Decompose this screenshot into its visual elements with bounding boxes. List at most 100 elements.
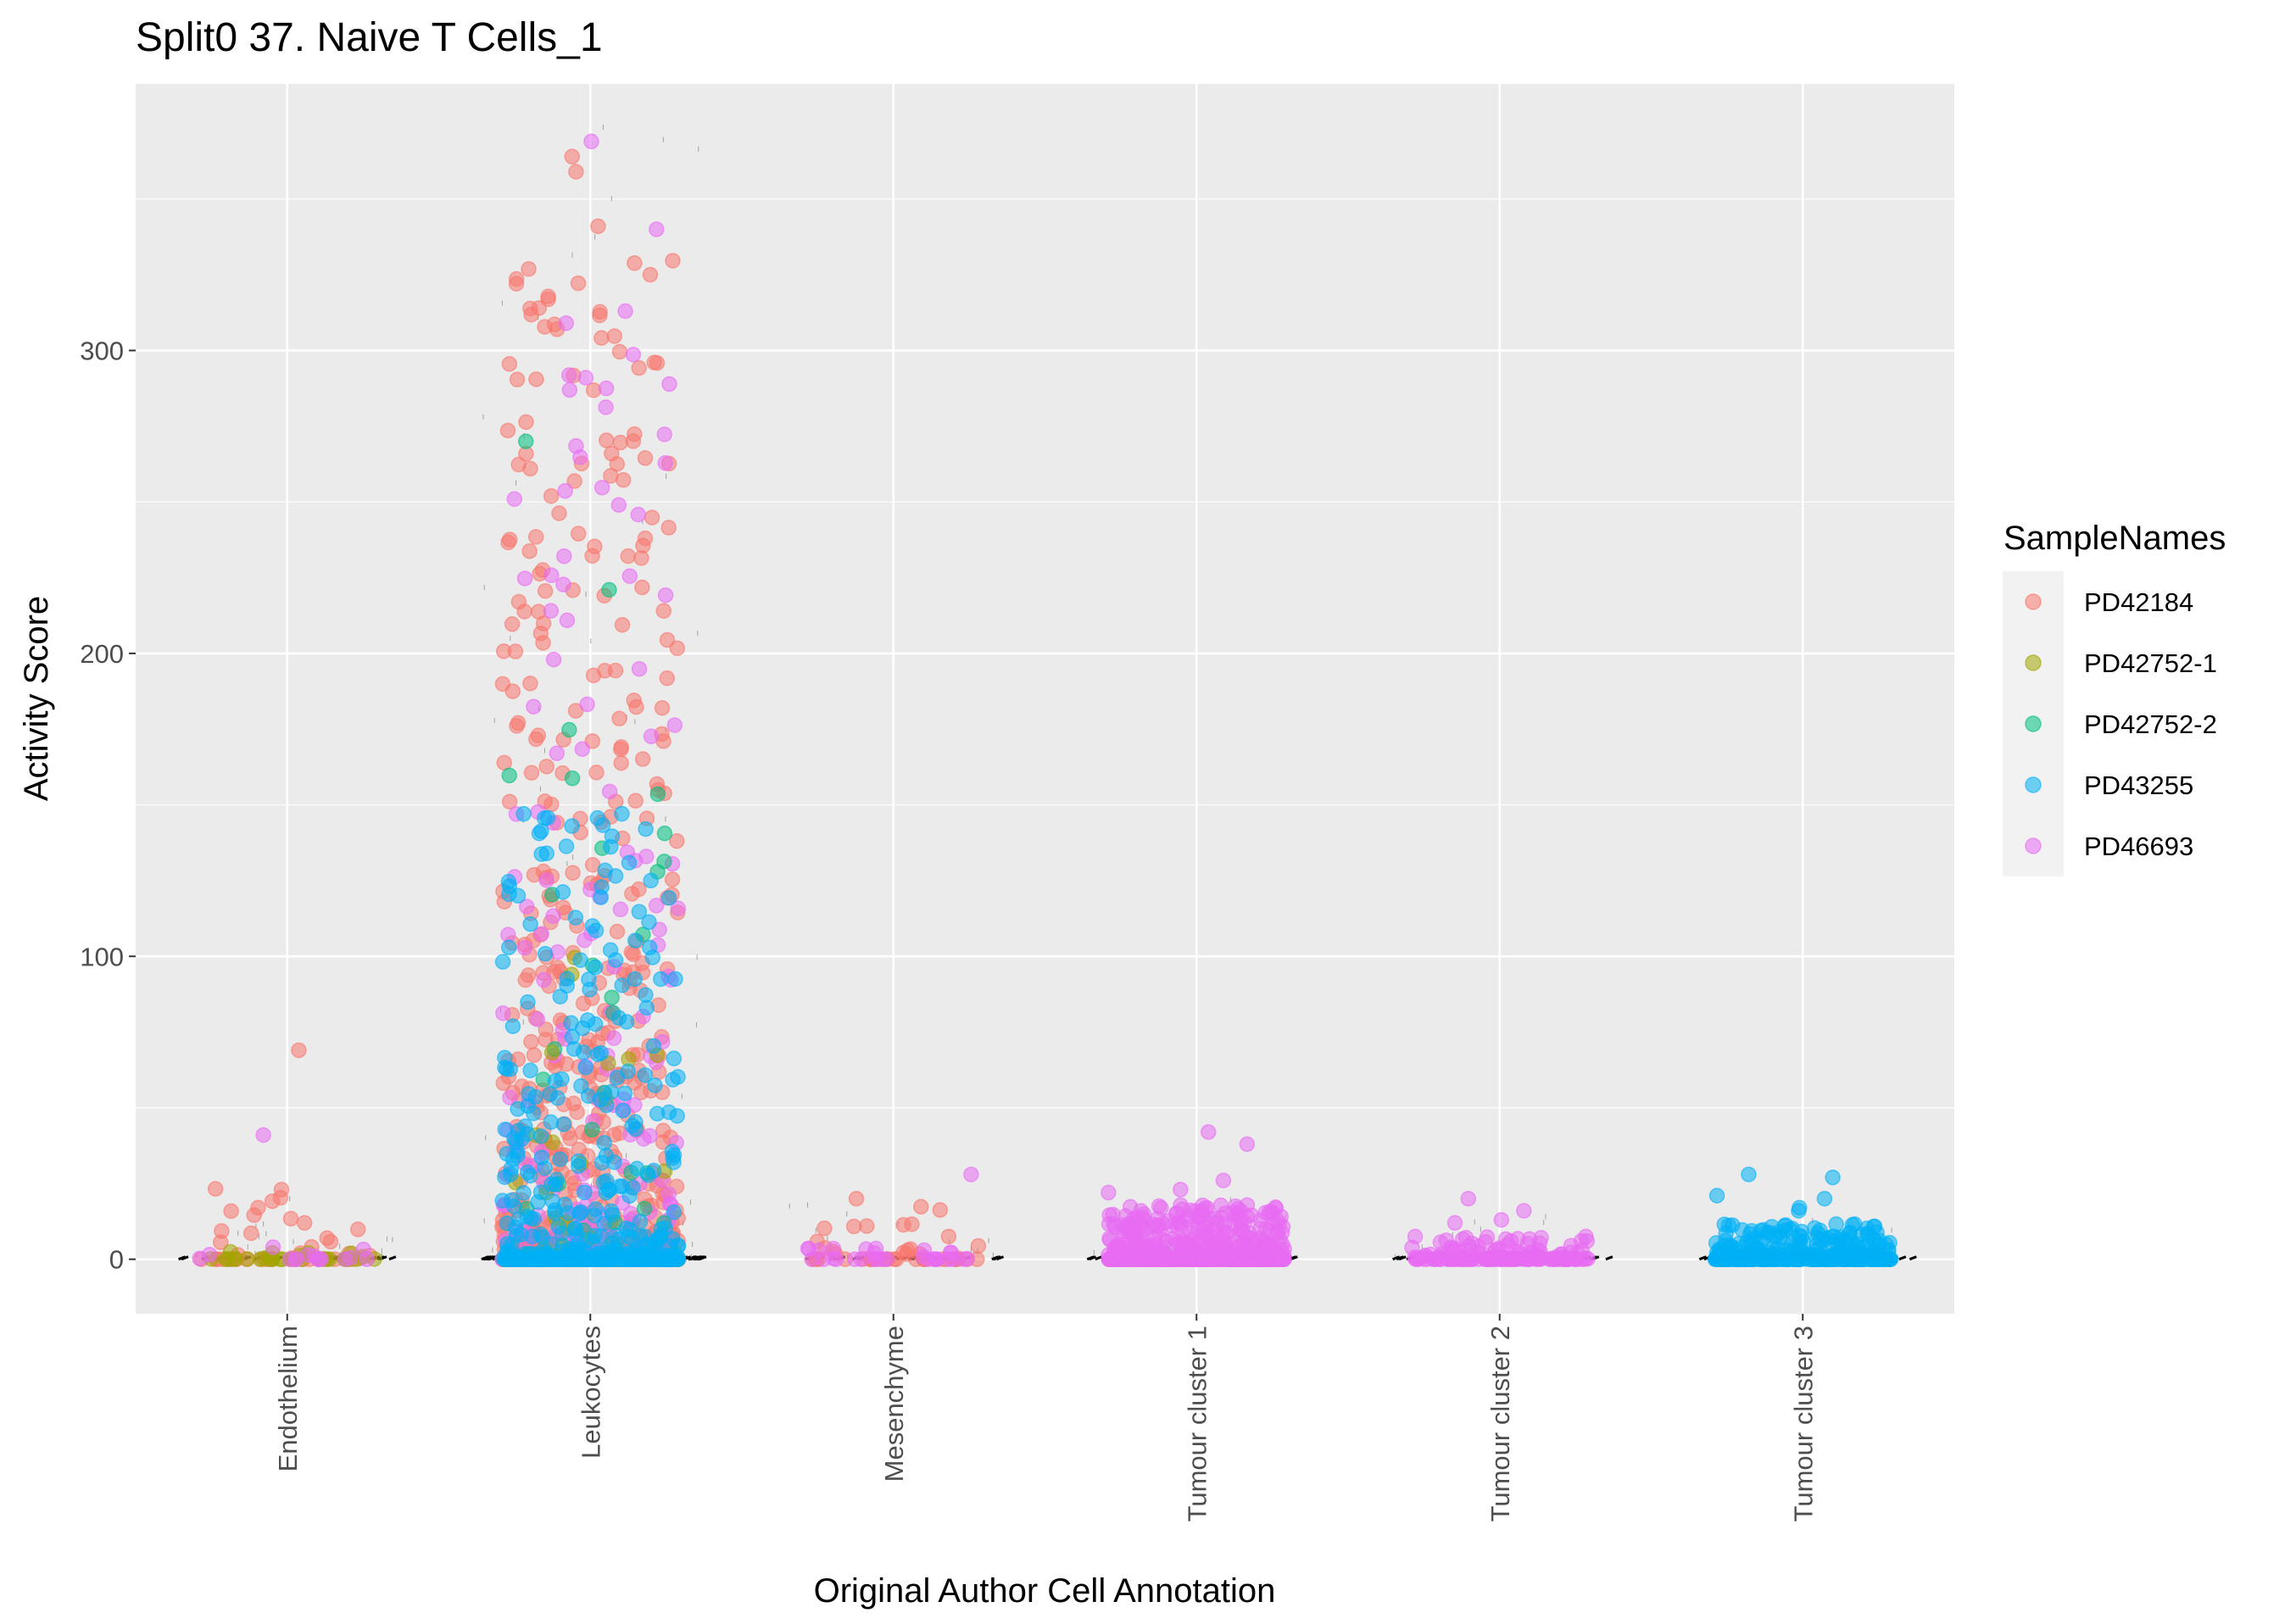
rug-mark [1605, 1255, 1613, 1261]
data-point-pd43255 [510, 887, 527, 904]
data-point-pd43255 [1866, 1218, 1882, 1235]
data-point-pd42752-2 [636, 1200, 653, 1217]
data-point-pd42184 [242, 1225, 259, 1242]
data-point-pd46693 [516, 940, 533, 956]
data-point-pd42752-2 [583, 1121, 600, 1138]
data-point-pd46693 [1140, 1245, 1156, 1262]
data-point-pd42184 [659, 631, 676, 648]
rug-mark [1392, 1255, 1401, 1261]
rug-mark [1909, 1255, 1917, 1261]
x-tick-label: Endothelium [273, 1326, 303, 1471]
data-point-pd42184 [499, 422, 516, 439]
data-point-pd43255 [519, 1126, 536, 1143]
data-point-pd43255 [497, 1059, 513, 1076]
legend-label: PD42184 [2084, 587, 2193, 617]
data-point-pd46693 [506, 491, 523, 507]
data-point-pd42752-2 [656, 854, 672, 870]
data-point-pd42184 [597, 663, 613, 679]
data-point-pd43255 [627, 1114, 644, 1130]
data-point-pd43255 [1784, 1221, 1801, 1237]
data-point-pd42184 [522, 676, 538, 692]
data-point-pd46693 [201, 1246, 218, 1263]
data-point-pd46693 [1257, 1251, 1273, 1267]
data-point-pd43255 [587, 959, 604, 976]
legend-key-pd42752-2 [2025, 715, 2042, 732]
data-point-pd43255 [549, 1171, 566, 1187]
data-point-pd46693 [519, 898, 535, 915]
data-point-pd43255 [572, 952, 588, 968]
data-point-pd46693 [1199, 1199, 1215, 1216]
data-point-pd42184 [654, 699, 671, 716]
data-point-pd46693 [963, 1166, 979, 1182]
data-point-pd42184 [644, 509, 660, 526]
data-point-pd43255 [621, 1221, 638, 1238]
data-point-pd42184 [845, 1218, 862, 1235]
data-point-pd42184 [609, 923, 626, 940]
data-point-pd46693 [1568, 1251, 1584, 1267]
data-point-pd43255 [503, 1160, 520, 1176]
y-tick-label: 100 [80, 942, 124, 971]
data-point-pd43255 [631, 904, 648, 920]
data-point-pd43255 [637, 1067, 654, 1083]
data-point-pd42184 [590, 218, 606, 235]
data-point-pd46693 [1484, 1251, 1501, 1267]
data-point-pd43255 [666, 1154, 682, 1171]
data-point-pd43255 [607, 868, 624, 884]
data-point-pd42184 [609, 456, 626, 472]
data-point-pd43255 [602, 838, 619, 855]
data-point-pd42184 [501, 356, 518, 372]
data-point-pd42184 [599, 432, 615, 448]
data-point-pd43255 [494, 954, 511, 971]
data-point-pd42184 [523, 1033, 539, 1050]
data-point-pd43255 [1823, 1229, 1840, 1245]
data-point-pd43255 [589, 809, 605, 826]
data-point-pd42184 [551, 505, 567, 521]
y-axis-title: Activity Score [18, 596, 55, 801]
data-point-pd42184 [540, 288, 556, 304]
data-point-pd43255 [580, 1087, 597, 1104]
data-point-pd46693 [1463, 1251, 1480, 1267]
data-point-pd43255 [627, 932, 644, 948]
data-point-pd43255 [587, 1015, 604, 1032]
data-point-pd43255 [582, 1250, 599, 1267]
data-point-pd42184 [543, 487, 560, 504]
x-tick-label: Tumour cluster 1 [1182, 1326, 1212, 1521]
data-point-pd43255 [564, 818, 580, 834]
data-point-pd42184 [555, 899, 571, 915]
data-point-pd43255 [1715, 1251, 1731, 1267]
x-tick-label: Tumour cluster 2 [1485, 1326, 1515, 1521]
data-point-pd46693 [1504, 1251, 1521, 1267]
data-point-pd43255 [552, 1151, 568, 1167]
data-point-pd43255 [515, 1185, 532, 1201]
data-point-pd43255 [1818, 1249, 1835, 1265]
rug-mark [1095, 1255, 1103, 1261]
data-point-pd46693 [536, 971, 552, 988]
data-point-pd46693 [1173, 1182, 1189, 1198]
data-point-pd42184 [523, 765, 540, 781]
data-point-pd46693 [612, 901, 629, 918]
data-point-pd43255 [641, 914, 657, 931]
data-point-pd42184 [273, 1182, 290, 1198]
data-point-pd42184 [816, 1220, 833, 1237]
data-point-pd42752-2 [649, 786, 666, 803]
data-point-pd43255 [1745, 1251, 1762, 1267]
data-point-pd43255 [610, 1009, 627, 1026]
data-point-pd46693 [561, 381, 578, 398]
data-point-pd43255 [601, 1182, 618, 1198]
data-point-pd43255 [504, 1018, 521, 1035]
data-point-pd46693 [867, 1251, 883, 1267]
data-point-pd46693 [617, 303, 633, 320]
rug-mark [688, 1255, 696, 1261]
data-point-pd46693 [1273, 1209, 1290, 1225]
data-point-pd43255 [558, 838, 575, 854]
data-point-pd46693 [660, 1186, 677, 1203]
data-point-pd43255 [666, 1050, 683, 1067]
data-point-pd43255 [571, 1158, 587, 1175]
data-point-pd43255 [1708, 1187, 1725, 1204]
legend-key-pd42184 [2025, 593, 2042, 610]
data-point-pd46693 [337, 1251, 354, 1267]
data-point-pd43255 [594, 879, 610, 895]
data-point-pd42184 [565, 865, 581, 881]
data-point-pd42184 [660, 520, 677, 536]
